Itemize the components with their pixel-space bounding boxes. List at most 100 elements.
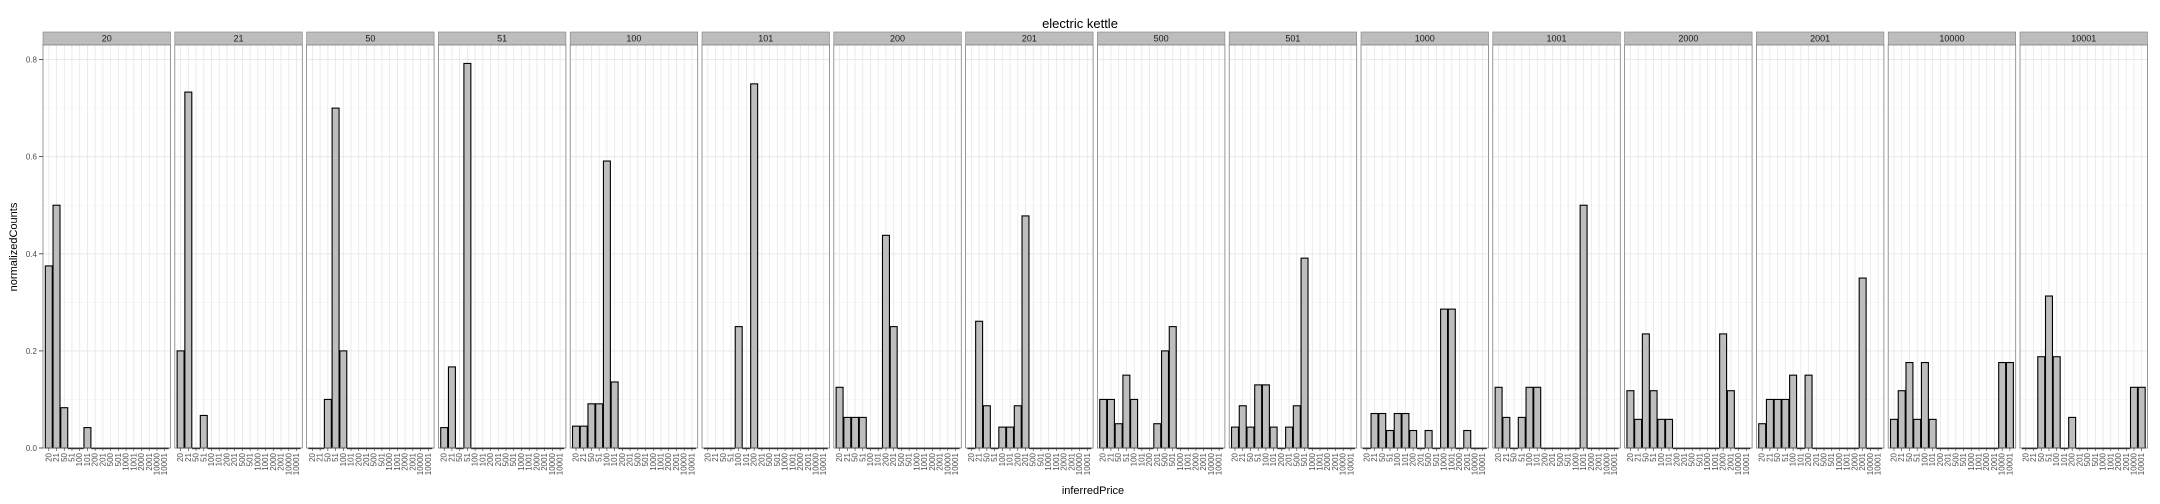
bar <box>60 407 69 449</box>
x-tick-label: 200 <box>750 452 759 466</box>
x-tick-label: 1001 <box>261 452 270 470</box>
bar <box>1634 418 1643 449</box>
x-tick-label: 10001 <box>1478 452 1487 475</box>
x-tick-label: 50 <box>1905 452 1914 461</box>
panel-background <box>43 45 171 448</box>
x-tick-label: 1001 <box>393 452 402 470</box>
x-tick-label: 500 <box>897 452 906 466</box>
bar <box>1781 398 1790 449</box>
x-tick-label: 21 <box>52 452 61 461</box>
y-tick-label: 0.2 <box>26 347 38 356</box>
bar <box>2137 386 2146 449</box>
bar <box>1641 333 1650 449</box>
panel-border <box>569 44 699 449</box>
x-tick-label: 100 <box>734 452 743 466</box>
x-tick-label: 501 <box>1036 452 1045 466</box>
x-tick-label: 2001 <box>804 452 813 470</box>
bar <box>1153 423 1162 449</box>
x-tick-label: 20 <box>1626 452 1635 461</box>
y-axis-title: normalizedCounts <box>8 202 20 291</box>
bar <box>1998 361 2007 449</box>
bar <box>975 320 984 449</box>
x-tick-label: 2000 <box>137 452 146 470</box>
facet-panel: 1000020215051100101200201500501100010012… <box>1887 31 2017 475</box>
x-tick-label: 2001 <box>1199 452 1208 470</box>
x-tick-label: 501 <box>773 452 782 466</box>
facet-panel: 1000120215051100101200201500501100010012… <box>2019 31 2148 475</box>
x-tick-label: 51 <box>595 452 604 461</box>
bar <box>1269 426 1278 449</box>
panel-background <box>1492 45 1621 448</box>
x-tick-label: 500 <box>633 452 642 466</box>
x-tick-label: 1000 <box>385 452 394 470</box>
facet-panel: 5120215051100101200201500501100010012000… <box>437 31 567 475</box>
bar <box>323 398 332 449</box>
x-tick-label: 1000 <box>1703 452 1712 470</box>
bar <box>881 234 890 449</box>
x-tick-label: 501 <box>246 452 255 466</box>
bar <box>734 326 743 449</box>
x-tick-label: 10001 <box>1215 452 1224 475</box>
facet-strip-label: 201 <box>1022 34 1037 44</box>
x-tick-label: 101 <box>1533 452 1542 466</box>
x-tick-label: 100 <box>207 452 216 466</box>
x-tick-label: 501 <box>377 452 386 466</box>
panel-background <box>1361 45 1489 448</box>
x-tick-label: 2001 <box>1067 452 1076 470</box>
x-tick-label: 201 <box>1285 452 1294 466</box>
x-tick-label: 501 <box>1300 452 1309 466</box>
x-tick-label: 51 <box>1385 452 1394 461</box>
x-tick-label: 20 <box>176 452 185 461</box>
x-tick-label: 51 <box>726 452 735 461</box>
x-tick-label: 500 <box>2083 452 2092 466</box>
bar <box>1261 384 1270 449</box>
x-tick-label: 100 <box>1261 452 1270 466</box>
x-tick-label: 20 <box>2021 452 2030 461</box>
bar <box>1254 384 1263 449</box>
bar <box>331 107 340 449</box>
x-tick-label: 50 <box>1641 452 1650 461</box>
bar <box>1006 426 1015 449</box>
bar <box>1447 308 1456 449</box>
bar <box>1440 308 1449 449</box>
x-tick-label: 201 <box>98 452 107 466</box>
x-tick-label: 51 <box>990 452 999 461</box>
x-tick-label: 1001 <box>525 452 534 470</box>
x-tick-label: 1000 <box>253 452 262 470</box>
bar <box>1657 418 1666 449</box>
x-tick-label: 51 <box>1913 452 1922 461</box>
x-tick-label: 51 <box>199 452 208 461</box>
chart-title: electric kettle <box>1042 16 1118 31</box>
x-tick-label: 100 <box>998 452 1007 466</box>
bar <box>1920 361 1929 449</box>
x-tick-label: 101 <box>478 452 487 466</box>
x-tick-label: 10000 <box>1866 452 1875 475</box>
facet-strip-label: 200 <box>890 34 905 44</box>
x-tick-label: 200 <box>222 452 231 466</box>
x-tick-label: 10001 <box>819 452 828 475</box>
bar <box>1804 374 1813 449</box>
bar <box>1928 418 1937 449</box>
bar <box>1385 429 1395 449</box>
x-tick-label: 10001 <box>687 452 696 475</box>
bar <box>587 403 596 449</box>
x-tick-label: 20 <box>440 452 449 461</box>
x-tick-label: 2001 <box>540 452 549 470</box>
facet-panel: 1012021505110010120020150050110001001200… <box>701 31 830 475</box>
panel-border <box>1887 44 2017 449</box>
facet-panel: 1000202150511001012002015005011000100120… <box>1360 31 1489 475</box>
facet-panel: 1001202150511001012002015005011000100120… <box>1492 31 1621 475</box>
x-tick-label: 501 <box>1432 452 1441 466</box>
x-tick-label: 10000 <box>1998 452 2007 475</box>
x-tick-label: 21 <box>1897 452 1906 461</box>
facet-strip-label: 100 <box>626 34 641 44</box>
x-tick-label: 51 <box>67 452 76 461</box>
panel-background <box>438 45 566 448</box>
bar <box>1285 426 1294 449</box>
x-tick-label: 101 <box>215 452 224 466</box>
x-tick-label: 100 <box>1525 452 1534 466</box>
panel-border <box>833 44 962 449</box>
x-tick-label: 1001 <box>1315 452 1324 470</box>
x-tick-label: 10001 <box>1083 452 1092 475</box>
bar <box>1114 423 1123 449</box>
